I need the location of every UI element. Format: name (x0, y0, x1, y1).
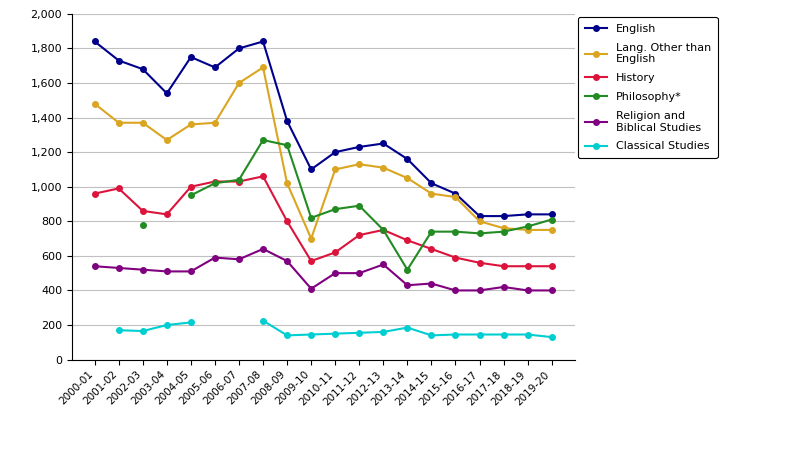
Legend: English, Lang. Other than
English, History, Philosophy*, Religion and
Biblical S: English, Lang. Other than English, Histo… (578, 17, 717, 158)
